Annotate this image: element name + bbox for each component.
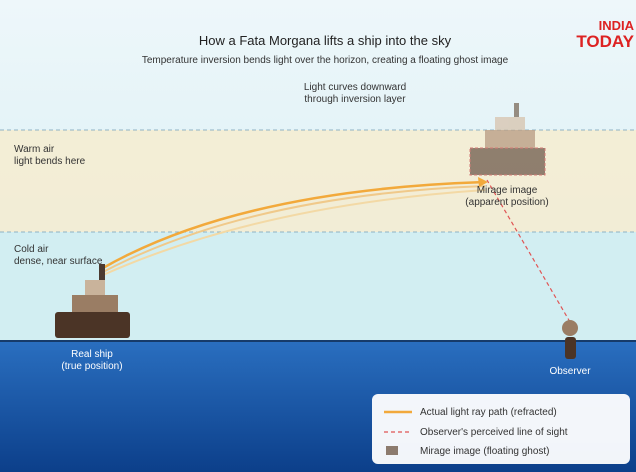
annotation: through inversion layer: [304, 94, 406, 105]
observer-head: [562, 320, 578, 336]
observer-body: [565, 337, 576, 359]
mirage-ship: [469, 103, 546, 176]
legend-label: Mirage image (floating ghost): [420, 446, 550, 457]
arrow-head: [478, 177, 488, 187]
ship-label: Real ship: [71, 349, 113, 360]
layer-label: Warm air: [14, 144, 55, 155]
legend: [372, 394, 630, 464]
logo: TODAY: [576, 32, 634, 51]
observer-label: Observer: [549, 366, 591, 377]
warm-layer: [0, 130, 636, 232]
annotation: Light curves downward: [304, 82, 406, 93]
light-ray: [102, 180, 486, 270]
logo: INDIA: [599, 18, 635, 33]
mirage-label: (apparent position): [465, 197, 548, 208]
subtitle: Temperature inversion bends light over t…: [142, 55, 509, 66]
legend-swatch: [386, 446, 398, 455]
title: How a Fata Morgana lifts a ship into the…: [199, 33, 452, 48]
layer-label: Cold air: [14, 244, 49, 255]
faint-ray: [102, 189, 486, 276]
legend-label: Actual light ray path (refracted): [420, 407, 557, 418]
real-ship: [55, 264, 130, 338]
ship-label: (true position): [61, 361, 122, 372]
mirage-label: Mirage image: [477, 185, 538, 196]
layer-label: light bends here: [14, 156, 86, 167]
faint-ray: [102, 185, 486, 273]
layer-label: dense, near surface: [14, 256, 103, 267]
legend-label: Observer's perceived line of sight: [420, 427, 568, 438]
